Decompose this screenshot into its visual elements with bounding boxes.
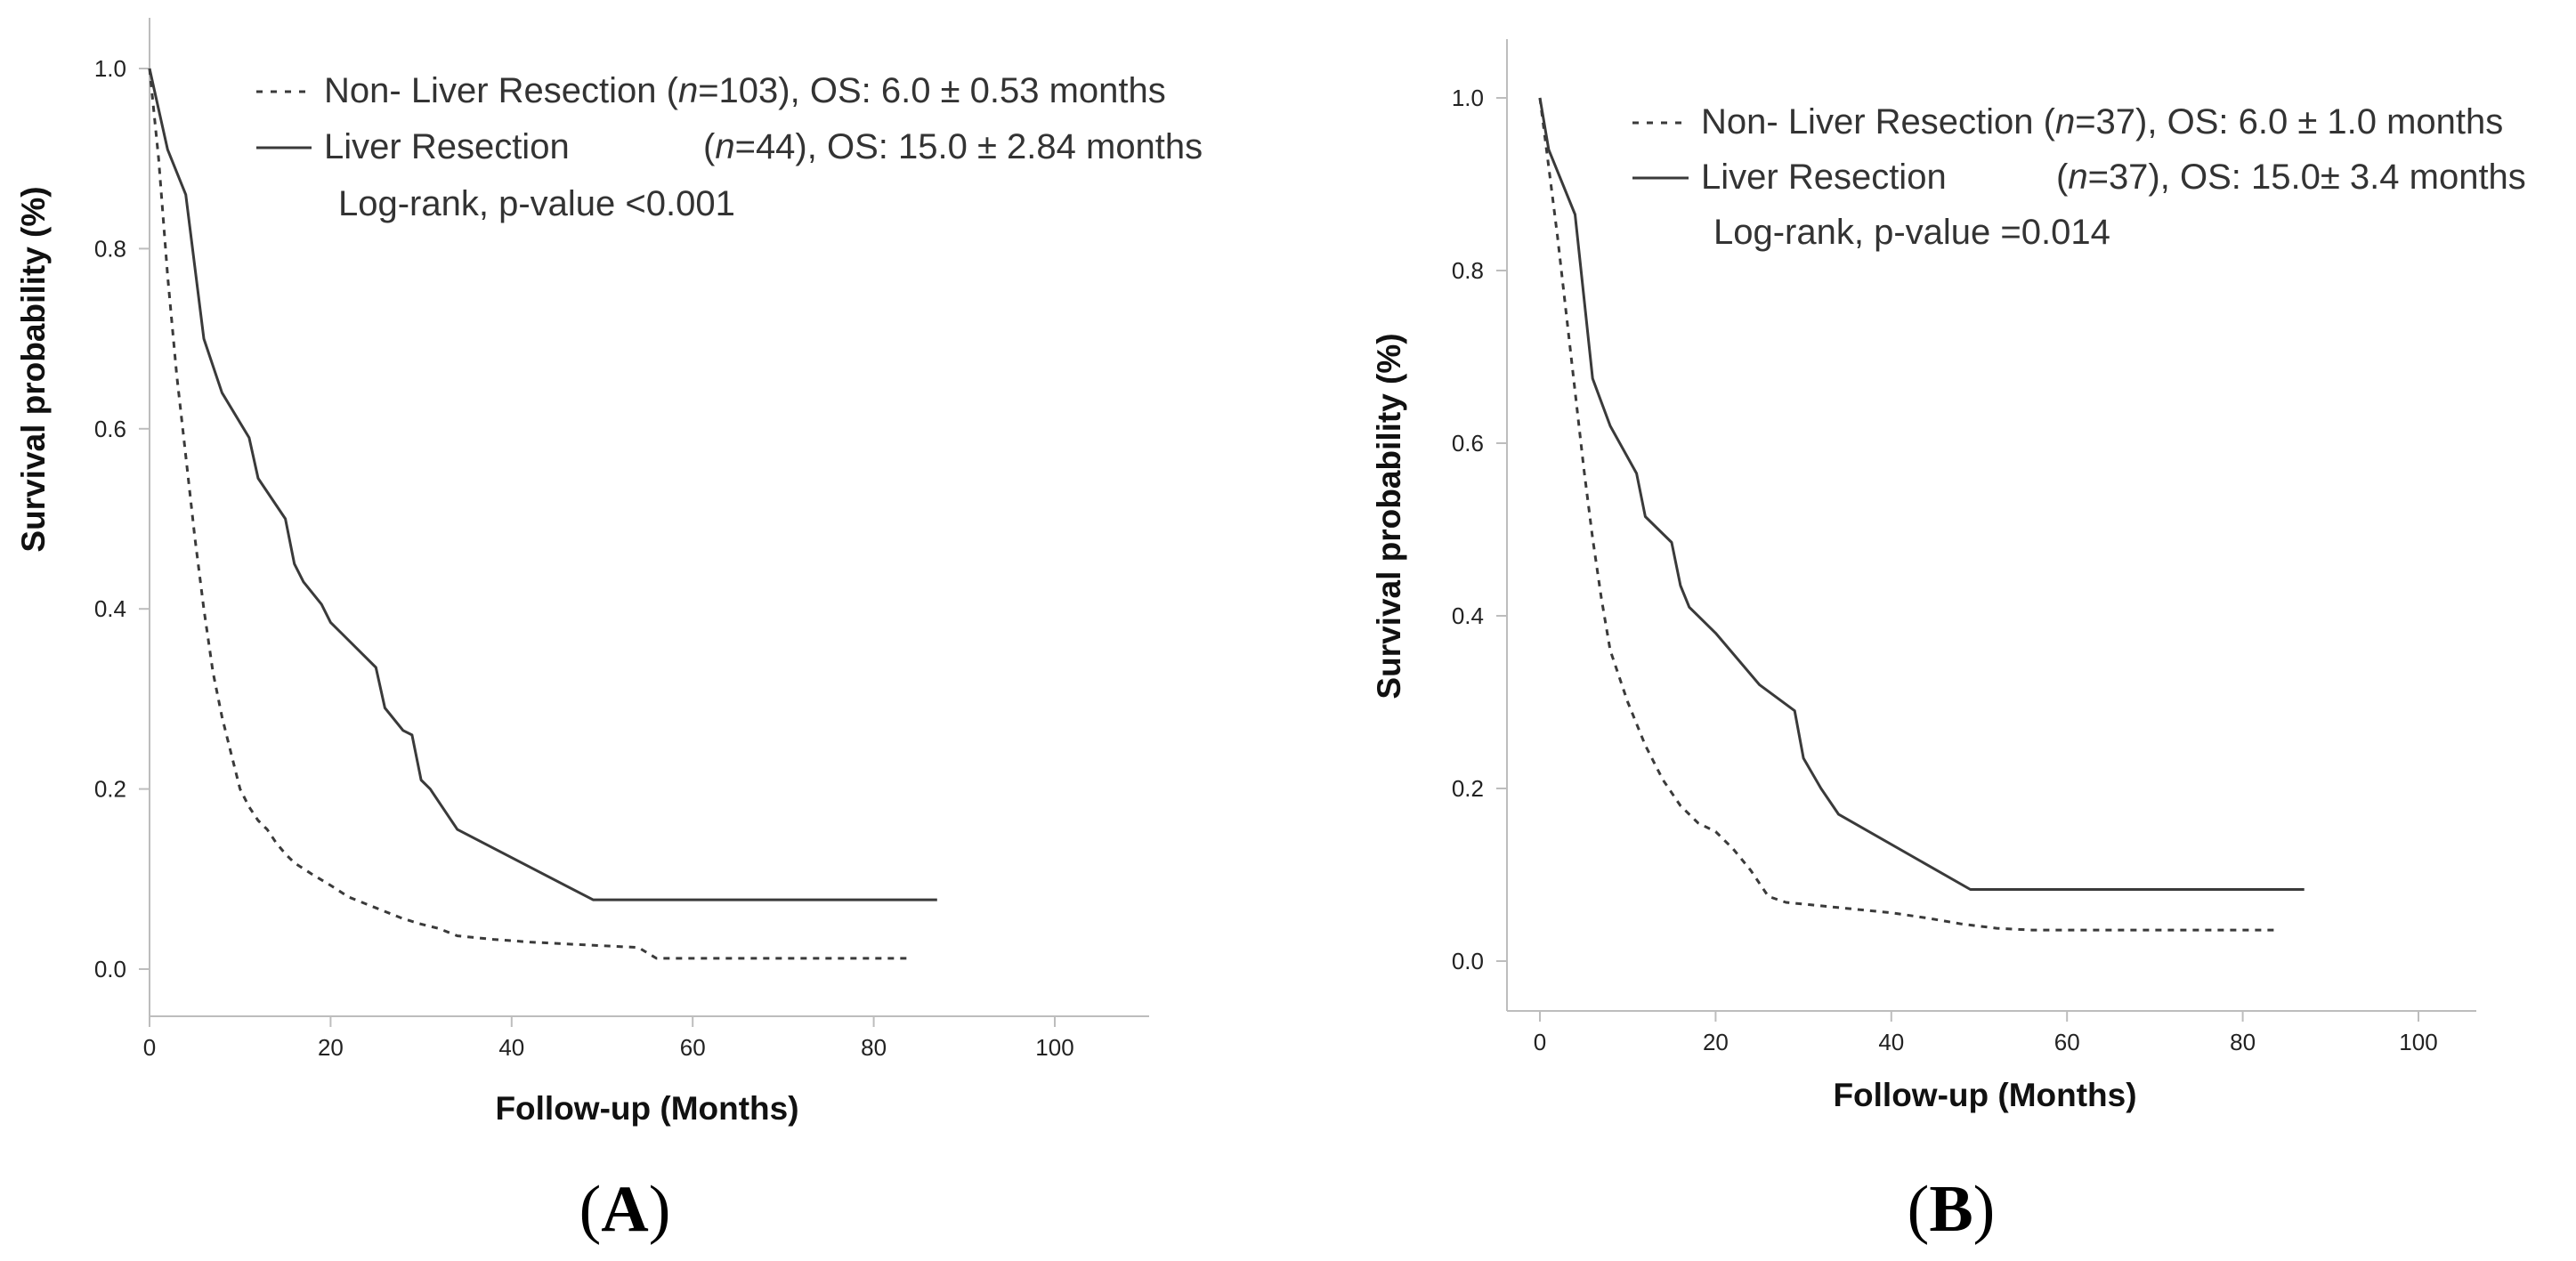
x-tick-label: 0 bbox=[1534, 1029, 1546, 1055]
chart-b: 0 20 40 60 80 100 0.0 0.2 0.4 0.6 0.8 1.0 Follow-up … bbox=[1371, 39, 2526, 1246]
series-non-liver-resection bbox=[1538, 97, 2279, 932]
series-liver-resection bbox=[148, 68, 937, 901]
log-rank-annotation: Log-rank, p-value =0.014 bbox=[1713, 213, 2110, 252]
x-tick-label: 100 bbox=[1035, 1034, 1073, 1061]
y-tick-label: 0.2 bbox=[94, 776, 126, 803]
legend-label: Liver Resection (n=44), OS: 15.0 ± 2.84 m… bbox=[324, 127, 1203, 166]
x-tick-label: 100 bbox=[2399, 1029, 2437, 1055]
x-tick-label: 0 bbox=[143, 1034, 156, 1061]
x-tick-label: 20 bbox=[318, 1034, 344, 1061]
panel-b: 0 20 40 60 80 100 0.0 0.2 0.4 0.6 0.8 1.0 Follow-up … bbox=[1288, 0, 2576, 1261]
y-tick-label: 0.8 bbox=[94, 235, 126, 262]
y-tick-label: 0.0 bbox=[94, 956, 126, 982]
x-axis-title: Follow-up (Months) bbox=[1833, 1077, 2136, 1113]
x-tick-label: 80 bbox=[861, 1034, 887, 1061]
chart-a: 0 20 40 60 80 100 0.0 0.2 0.4 0.6 0.8 1.0 Follow-up … bbox=[15, 18, 1203, 1246]
x-tick-label: 40 bbox=[498, 1034, 524, 1061]
x-tick-label: 60 bbox=[680, 1034, 706, 1061]
x-axis-title: Follow-up (Months) bbox=[495, 1090, 798, 1127]
y-tick-label: 1.0 bbox=[94, 55, 126, 82]
y-tick-label: 1.0 bbox=[1452, 85, 1484, 111]
legend-label: Non- Liver Resection (n=103), OS: 6.0 ± … bbox=[324, 71, 1166, 110]
y-tick-label: 0.6 bbox=[94, 416, 126, 442]
legend-label: Non- Liver Resection (n=37), OS: 6.0 ± 1… bbox=[1701, 102, 2503, 141]
y-tick-label: 0.6 bbox=[1452, 430, 1484, 457]
y-tick-label: 0.8 bbox=[1452, 257, 1484, 284]
y-axis-title: Survival probability (%) bbox=[15, 186, 52, 552]
y-axis-title: Survival probability (%) bbox=[1371, 333, 1407, 699]
legend-label: Liver Resection (n=37), OS: 15.0± 3.4 mon… bbox=[1701, 158, 2526, 197]
y-tick-label: 0.4 bbox=[94, 595, 126, 622]
series-liver-resection bbox=[1538, 97, 2305, 891]
x-tick-label: 40 bbox=[1878, 1029, 1904, 1055]
log-rank-annotation: Log-rank, p-value <0.001 bbox=[338, 184, 735, 223]
x-tick-label: 80 bbox=[2230, 1029, 2256, 1055]
x-tick-label: 60 bbox=[2054, 1029, 2080, 1055]
y-tick-label: 0.0 bbox=[1452, 948, 1484, 974]
panel-a: 0 20 40 60 80 100 0.0 0.2 0.4 0.6 0.8 1.0 Follow-up … bbox=[15, 18, 1203, 1246]
panel-letter: (B) bbox=[1908, 1173, 1996, 1246]
panel-letter: (A) bbox=[579, 1173, 671, 1246]
series-non-liver-resection bbox=[148, 68, 911, 960]
y-tick-label: 0.2 bbox=[1452, 775, 1484, 802]
y-tick-label: 0.4 bbox=[1452, 602, 1484, 629]
x-tick-label: 20 bbox=[1703, 1029, 1729, 1055]
